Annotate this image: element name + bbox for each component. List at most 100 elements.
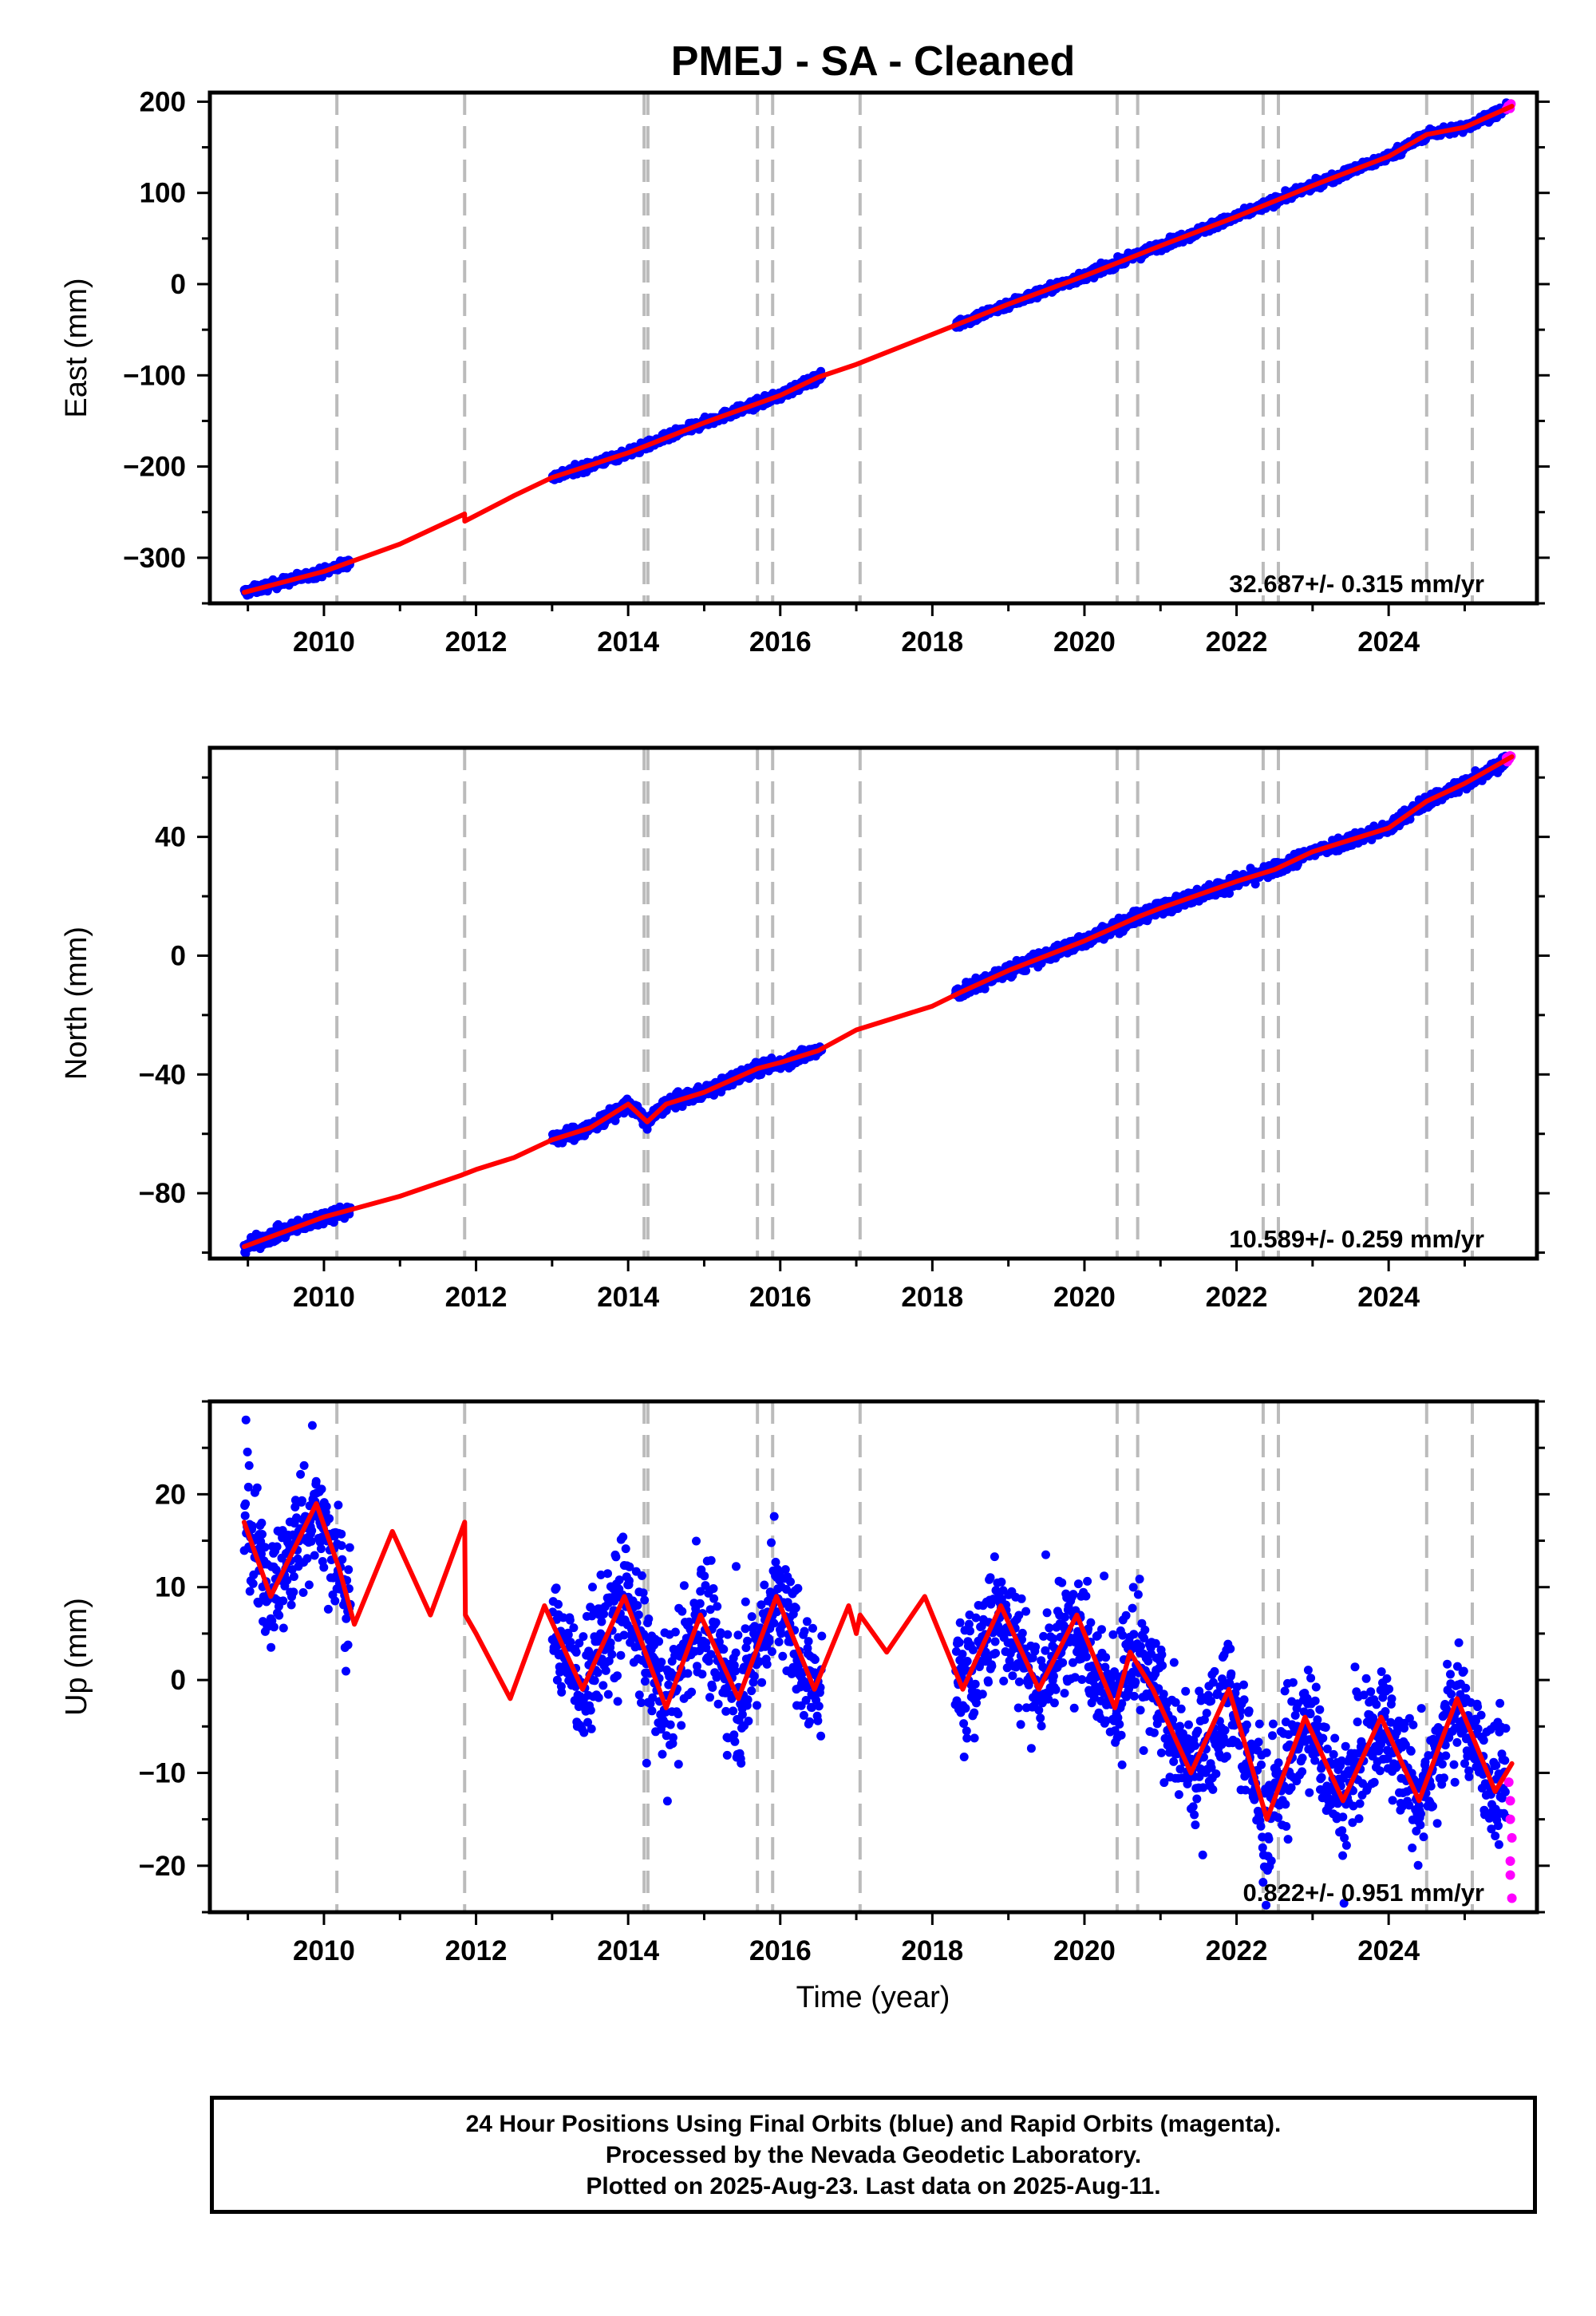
north-x-tick-label: 2024 [1357, 1282, 1420, 1313]
up-final-orbit-point [687, 1687, 697, 1697]
north-y-tick-label: 0 [171, 940, 186, 971]
up-final-orbit-point [700, 1571, 709, 1581]
up-final-orbit-point [325, 1514, 334, 1524]
up-final-orbit-point [344, 1565, 354, 1575]
up-final-orbit-point [551, 1583, 561, 1593]
up-final-orbit-point [579, 1728, 589, 1737]
up-final-orbit-point [252, 1483, 262, 1492]
chart-title: PMEJ - SA - Cleaned [671, 38, 1076, 85]
north-panel: 2010 2012 2014 2016 2018 2020 2022 2024 −80−400… [60, 745, 1550, 1313]
up-final-orbit-point [342, 1666, 350, 1676]
up-final-orbit-point [607, 1650, 617, 1659]
up-final-orbit-point [594, 1693, 603, 1702]
up-final-orbit-point [247, 1521, 257, 1531]
up-final-orbit-point [611, 1552, 621, 1562]
up-final-orbit-point [298, 1496, 306, 1505]
up-final-orbit-point [244, 1460, 254, 1470]
up-final-orbit-point [709, 1584, 718, 1593]
east-x-tick-label: 2024 [1357, 626, 1420, 658]
up-final-orbit-point [603, 1569, 612, 1579]
up-final-orbit-point [640, 1677, 650, 1686]
up-final-orbit-point [733, 1630, 743, 1640]
up-final-orbit-point [240, 1511, 250, 1520]
up-final-orbit-point [731, 1666, 741, 1676]
up-final-orbit-point [334, 1500, 343, 1510]
up-final-orbit-point [634, 1690, 644, 1700]
north-y-tick-label: −80 [139, 1178, 186, 1209]
up-final-orbit-point [571, 1647, 581, 1657]
up-final-orbit-point [719, 1645, 729, 1654]
north-y-tick-label: 40 [155, 822, 186, 853]
up-final-orbit-point [296, 1469, 306, 1479]
up-final-orbit-point [598, 1681, 608, 1690]
up-final-orbit-point [743, 1695, 753, 1705]
up-final-orbit-point [616, 1650, 626, 1660]
up-final-orbit-point [337, 1529, 346, 1539]
up-final-orbit-point [674, 1709, 683, 1719]
up-final-orbit-point [322, 1502, 331, 1512]
up-final-orbit-point [319, 1563, 329, 1572]
up-final-orbit-point [317, 1484, 326, 1494]
up-final-orbit-point [613, 1697, 622, 1706]
up-final-orbit-point [729, 1706, 738, 1716]
up-final-orbit-point [289, 1572, 298, 1581]
east-axis-label: East (mm) [60, 278, 93, 417]
east-y-tick-label: 100 [140, 178, 186, 209]
up-final-orbit-point [747, 1612, 757, 1622]
up-final-orbit-point [613, 1671, 622, 1681]
east-x-tick-label: 2010 [293, 626, 355, 658]
up-final-orbit-point [666, 1720, 675, 1729]
up-final-orbit-point [624, 1576, 634, 1586]
up-final-orbit-point [678, 1607, 687, 1616]
up-final-orbit-point [647, 1706, 657, 1716]
up-final-orbit-point [732, 1562, 741, 1571]
up-final-orbit-point [258, 1530, 267, 1539]
east-rate-label: 32.687+/- 0.315 mm/yr [1229, 570, 1484, 598]
east-plot-frame [207, 90, 1539, 606]
up-final-orbit-point [569, 1623, 579, 1633]
north-x-tick-label: 2010 [293, 1282, 355, 1313]
up-final-orbit-point [601, 1666, 610, 1675]
up-final-orbit-point [744, 1717, 753, 1725]
up-final-orbit-point [731, 1648, 741, 1658]
north-x-tick-label: 2014 [597, 1282, 659, 1313]
up-final-orbit-point [342, 1614, 351, 1623]
north-model-line [241, 754, 1515, 1250]
up-final-orbit-point [316, 1544, 326, 1554]
up-final-orbit-point [337, 1541, 346, 1551]
up-panel: 2010 2012 2014 2016 2018 2020 2022 2024 −20−100… [60, 1399, 1550, 1966]
up-final-orbit-point [713, 1602, 722, 1611]
north-plot-frame [207, 745, 1539, 1261]
east-x-tick-label: 2018 [901, 626, 963, 658]
up-final-orbit-point [633, 1601, 642, 1611]
up-final-orbit-point [711, 1618, 721, 1627]
east-x-tick-label: 2022 [1206, 626, 1268, 658]
up-final-orbit-point [674, 1760, 683, 1769]
up-final-orbit-point [241, 1499, 251, 1508]
up-final-orbit-point [307, 1421, 317, 1430]
east-x-tick-label: 2012 [445, 626, 508, 658]
up-final-orbit-point [593, 1668, 602, 1678]
up-final-orbit-point [586, 1705, 595, 1715]
up-final-orbit-point [269, 1622, 279, 1632]
up-final-orbit-point [722, 1750, 732, 1760]
up-final-orbit-point [705, 1693, 714, 1702]
up-final-orbit-point [275, 1611, 284, 1620]
up-final-orbit-point [695, 1599, 705, 1608]
up-final-orbit-point [299, 1460, 309, 1470]
up-final-orbit-point [248, 1579, 258, 1588]
up-final-orbit-point [723, 1630, 733, 1639]
east-y-tick-label: −200 [123, 452, 186, 483]
north-x-tick-label: 2012 [445, 1282, 508, 1313]
up-final-orbit-point [286, 1600, 296, 1610]
east-y-tick-label: −100 [123, 360, 186, 391]
up-final-orbit-point [642, 1758, 651, 1768]
up-final-orbit-point [618, 1532, 628, 1542]
up-final-orbit-point [257, 1518, 267, 1528]
up-final-orbit-point [747, 1686, 757, 1696]
up-final-orbit-point [670, 1627, 680, 1637]
east-y-tick-label: 200 [140, 86, 186, 117]
east-panel: 2010 2012 2014 2016 2018 2020 2022 2024 −300−20… [60, 86, 1550, 658]
up-final-orbit-point [267, 1642, 276, 1652]
up-final-orbit-point [260, 1543, 270, 1552]
